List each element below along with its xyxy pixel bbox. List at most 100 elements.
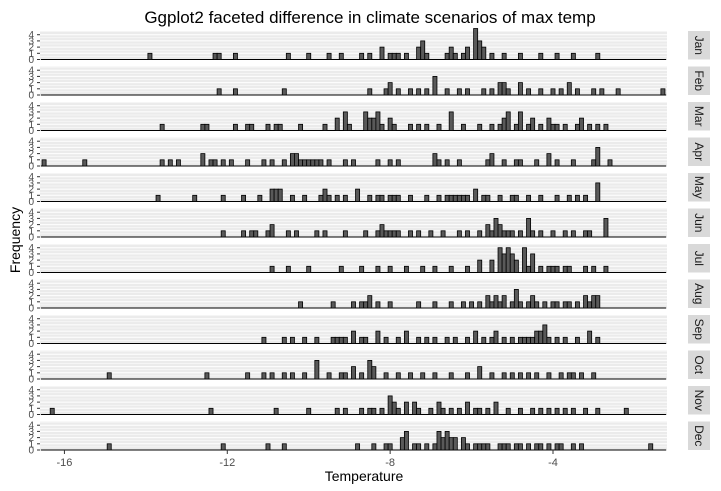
histogram-bar [538, 123, 544, 131]
histogram-bar [583, 265, 589, 273]
histogram-bar [367, 88, 373, 96]
histogram-bar [342, 407, 348, 415]
histogram-bar [302, 336, 308, 344]
y-tick-label: 2 [28, 78, 34, 89]
histogram-bar [159, 123, 165, 131]
histogram-bar [241, 230, 247, 238]
facet-strip-label: Aug [692, 283, 706, 304]
histogram-bar [49, 407, 55, 415]
histogram-bar [460, 301, 466, 309]
histogram-bar [591, 88, 597, 96]
histogram-bar [574, 194, 580, 202]
histogram-bar [460, 52, 466, 60]
histogram-bar [379, 46, 385, 60]
histogram-bar [546, 153, 552, 167]
histogram-bar [220, 194, 226, 202]
histogram-bar [265, 123, 271, 131]
histogram-bar [595, 147, 601, 167]
histogram-bar [489, 259, 495, 273]
histogram-bar [579, 372, 584, 380]
x-axis-title: Temperature [325, 468, 404, 484]
histogram-bar [501, 117, 507, 131]
histogram-bar [289, 372, 295, 380]
panel-background [40, 66, 667, 95]
histogram-bar [566, 301, 572, 309]
facet-strip [688, 315, 710, 344]
facet-strip-label: Apr [692, 142, 706, 161]
histogram-bar [566, 372, 572, 380]
y-tick-label: 3 [28, 249, 34, 260]
histogram-bar [538, 443, 544, 451]
histogram-bar [383, 336, 389, 344]
histogram-bar [444, 336, 450, 344]
histogram-bar [546, 443, 552, 451]
y-tick-label: 4 [28, 137, 34, 148]
histogram-bar [591, 372, 597, 380]
histogram-bar [456, 230, 462, 238]
histogram-bar [322, 230, 328, 238]
histogram-bar [387, 265, 393, 273]
histogram-bar [550, 123, 556, 131]
histogram-bar [322, 188, 328, 202]
histogram-bar [505, 247, 511, 273]
histogram-bar [513, 443, 519, 451]
histogram-bar [448, 407, 454, 415]
y-tick-label: 4 [28, 314, 34, 325]
histogram-bar [546, 117, 552, 131]
histogram-bar [342, 336, 348, 344]
histogram-bar [408, 194, 413, 202]
y-tick-label: 4 [28, 101, 34, 112]
histogram-bar [473, 28, 479, 60]
histogram-bar [534, 159, 540, 167]
histogram-bar [583, 230, 589, 238]
histogram-bar [432, 153, 438, 167]
histogram-bar [363, 111, 369, 131]
histogram-bar [554, 443, 560, 451]
x-tick-label: -8 [385, 457, 395, 469]
y-tick-label: 2 [28, 433, 34, 444]
histogram-bar [204, 123, 210, 131]
histogram-bar [485, 443, 491, 451]
histogram-bar [371, 443, 377, 451]
histogram-bar [289, 194, 295, 202]
histogram-bar [379, 407, 385, 415]
histogram-bar [265, 443, 271, 451]
y-tick-label: 0 [28, 446, 34, 457]
histogram-bar [306, 159, 312, 167]
histogram-bar [289, 153, 295, 167]
histogram-bar [517, 336, 523, 344]
histogram-bar [460, 437, 466, 451]
histogram-bar [550, 230, 556, 238]
histogram-bar [285, 52, 291, 60]
histogram-bar [416, 301, 422, 309]
histogram-bar [497, 443, 503, 451]
histogram-bar [538, 52, 544, 60]
y-tick-label: 2 [28, 114, 34, 125]
histogram-bar [387, 82, 393, 96]
facet-strip-label: Feb [692, 70, 706, 91]
histogram-bar [562, 301, 568, 309]
histogram-bar [420, 40, 426, 60]
histogram-bar [505, 88, 511, 96]
histogram-bar [375, 159, 381, 167]
y-tick-label: 0 [28, 91, 34, 102]
histogram-bar [554, 407, 560, 415]
histogram-bar [432, 443, 438, 451]
histogram-bar [546, 407, 552, 415]
histogram-bar [489, 52, 495, 60]
y-tick-label: 0 [28, 233, 34, 244]
histogram-bar [253, 230, 259, 238]
histogram-bar [566, 82, 572, 96]
histogram-bar [465, 265, 470, 273]
histogram-bar [570, 372, 576, 380]
histogram-bar [513, 259, 519, 273]
histogram-bar [428, 230, 434, 238]
histogram-bar [546, 372, 552, 380]
histogram-bar [530, 336, 536, 344]
histogram-bar [538, 407, 544, 415]
histogram-bar [595, 336, 601, 344]
